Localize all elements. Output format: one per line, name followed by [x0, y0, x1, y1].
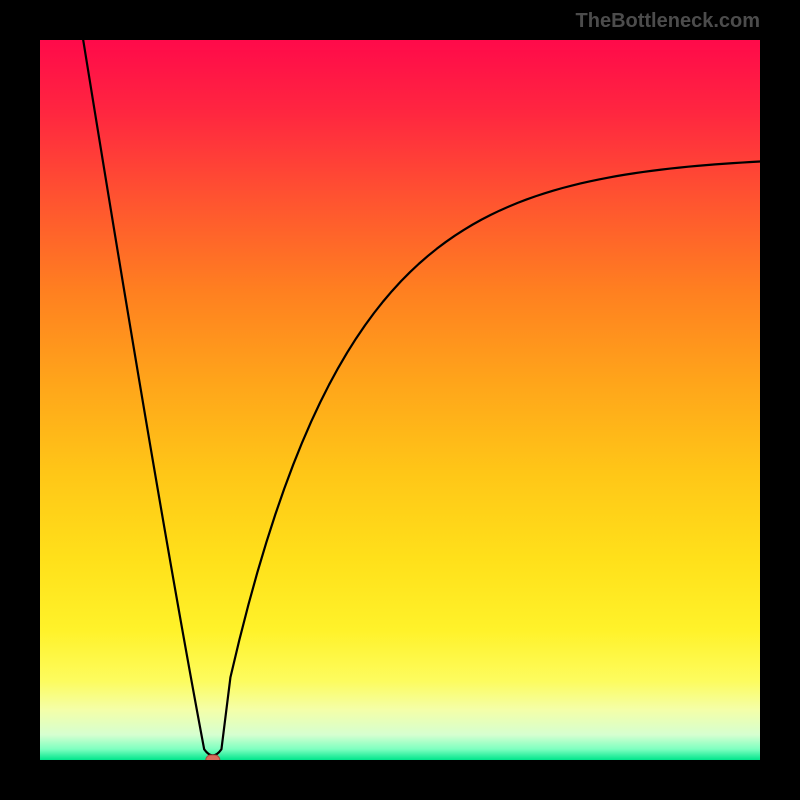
chart-container: TheBottleneck.com [0, 0, 800, 800]
watermark-text: TheBottleneck.com [576, 10, 760, 33]
minimum-marker [206, 755, 220, 760]
plot-svg [40, 40, 760, 760]
plot-area [40, 40, 760, 760]
gradient-background [40, 40, 760, 760]
